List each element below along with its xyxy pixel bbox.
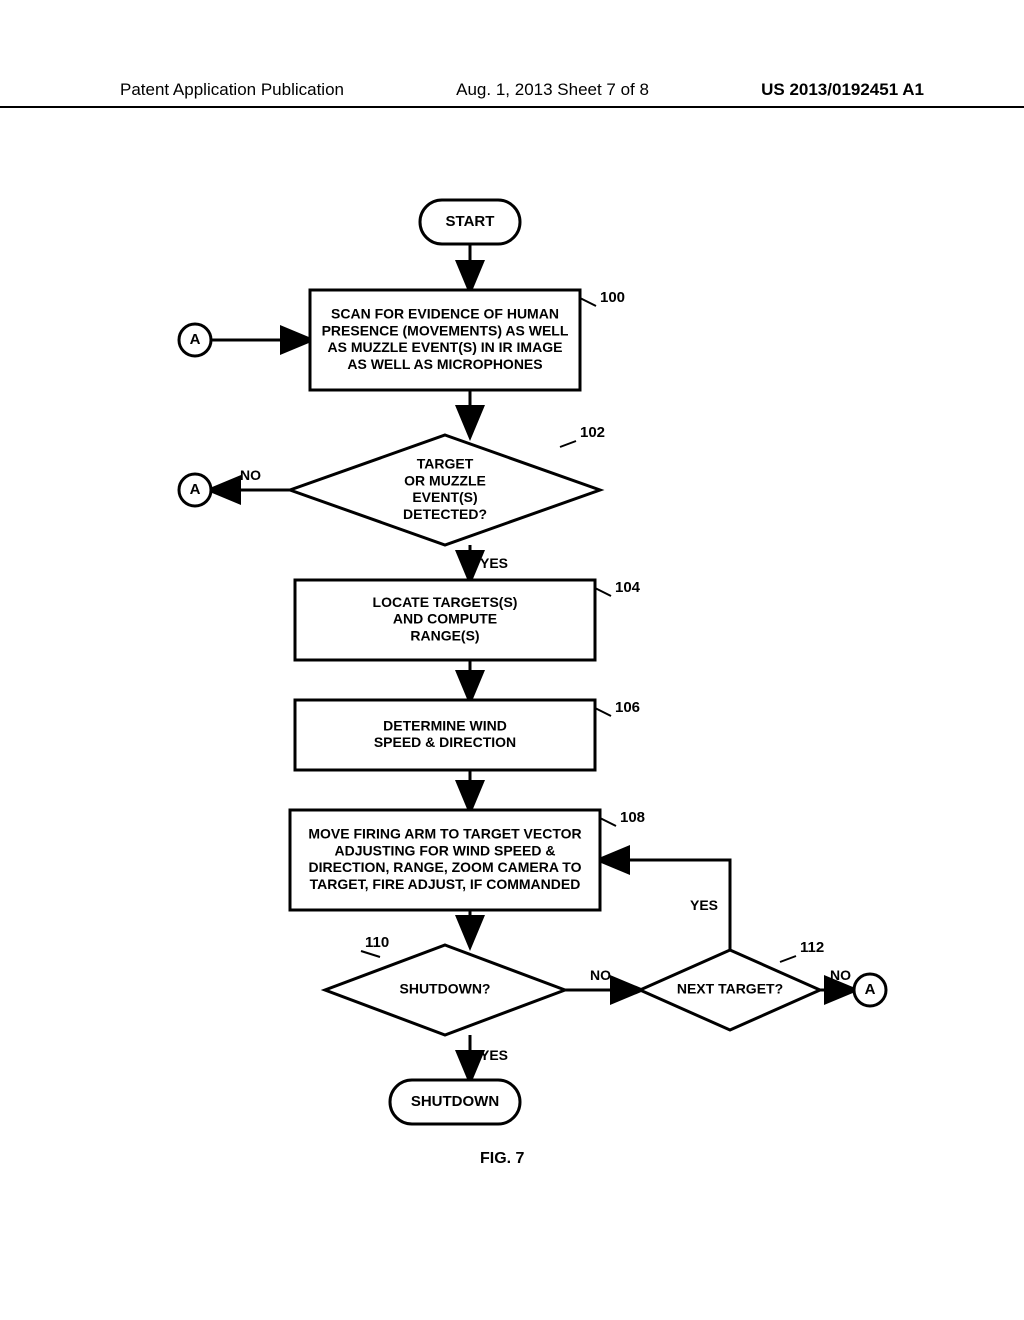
svg-text:NO: NO [240,467,261,483]
svg-text:PRESENCE (MOVEMENTS) AS WELL: PRESENCE (MOVEMENTS) AS WELL [322,322,569,338]
svg-text:MOVE FIRING ARM TO TARGET VECT: MOVE FIRING ARM TO TARGET VECTOR [308,826,581,842]
svg-text:A: A [190,331,201,348]
svg-text:SPEED & DIRECTION: SPEED & DIRECTION [374,734,516,750]
svg-text:TARGET, FIRE ADJUST, IF COMMAN: TARGET, FIRE ADJUST, IF COMMANDED [310,876,581,892]
header-left: Patent Application Publication [120,80,344,100]
svg-text:106: 106 [615,699,640,716]
svg-text:YES: YES [480,555,508,571]
svg-text:DETERMINE WIND: DETERMINE WIND [383,717,507,733]
svg-text:EVENT(S): EVENT(S) [412,489,477,505]
svg-text:A: A [865,981,876,998]
svg-text:YES: YES [480,1047,508,1063]
svg-text:102: 102 [580,424,605,441]
svg-text:DIRECTION, RANGE, ZOOM CAMERA: DIRECTION, RANGE, ZOOM CAMERA TO [309,859,582,875]
svg-text:OR MUZZLE: OR MUZZLE [404,472,486,488]
svg-text:SHUTDOWN?: SHUTDOWN? [400,981,491,997]
svg-text:108: 108 [620,809,645,826]
svg-text:A: A [190,481,201,498]
svg-text:100: 100 [600,289,625,306]
svg-text:AS WELL AS MICROPHONES: AS WELL AS MICROPHONES [347,356,542,372]
svg-text:NO: NO [830,967,851,983]
figure-label: FIG. 7 [480,1150,524,1168]
svg-text:LOCATE TARGETS(S): LOCATE TARGETS(S) [373,594,518,610]
svg-text:SCAN FOR EVIDENCE OF HUMAN: SCAN FOR EVIDENCE OF HUMAN [331,306,559,322]
svg-text:AND COMPUTE: AND COMPUTE [393,611,497,627]
svg-text:DETECTED?: DETECTED? [403,506,487,522]
svg-text:NEXT TARGET?: NEXT TARGET? [677,981,783,997]
svg-text:YES: YES [690,897,718,913]
header-right: US 2013/0192451 A1 [761,80,924,100]
svg-text:112: 112 [800,939,824,956]
svg-text:110: 110 [365,934,389,951]
svg-text:104: 104 [615,579,641,596]
svg-text:TARGET: TARGET [417,456,474,472]
svg-text:SHUTDOWN: SHUTDOWN [411,1093,499,1110]
svg-text:NO: NO [590,967,611,983]
svg-text:RANGE(S): RANGE(S) [410,628,479,644]
flowchart-canvas: NO YES NO YES NO YES START SCAN FOR EVIDENCE OF… [0,140,1024,1190]
header-center: Aug. 1, 2013 Sheet 7 of 8 [456,80,649,100]
svg-text:AS MUZZLE EVENT(S) IN IR IMAGE: AS MUZZLE EVENT(S) IN IR IMAGE [328,339,563,355]
svg-text:ADJUSTING FOR WIND SPEED &: ADJUSTING FOR WIND SPEED & [335,842,556,858]
svg-text:START: START [446,213,495,230]
page-header: Patent Application Publication Aug. 1, 2… [0,80,1024,108]
